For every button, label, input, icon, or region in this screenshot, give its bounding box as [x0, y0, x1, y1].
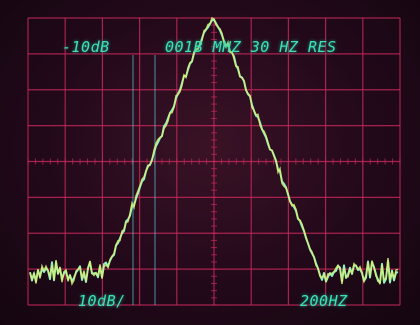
graticule	[28, 18, 400, 305]
vertical-scale-readout: 10dB/	[78, 292, 126, 310]
reference-level-readout: -10dB	[62, 38, 110, 56]
horizontal-scale-readout: 200HZ	[300, 292, 348, 310]
frequency-resolution-readout: 001B MHZ 30 HZ RES	[165, 38, 337, 56]
